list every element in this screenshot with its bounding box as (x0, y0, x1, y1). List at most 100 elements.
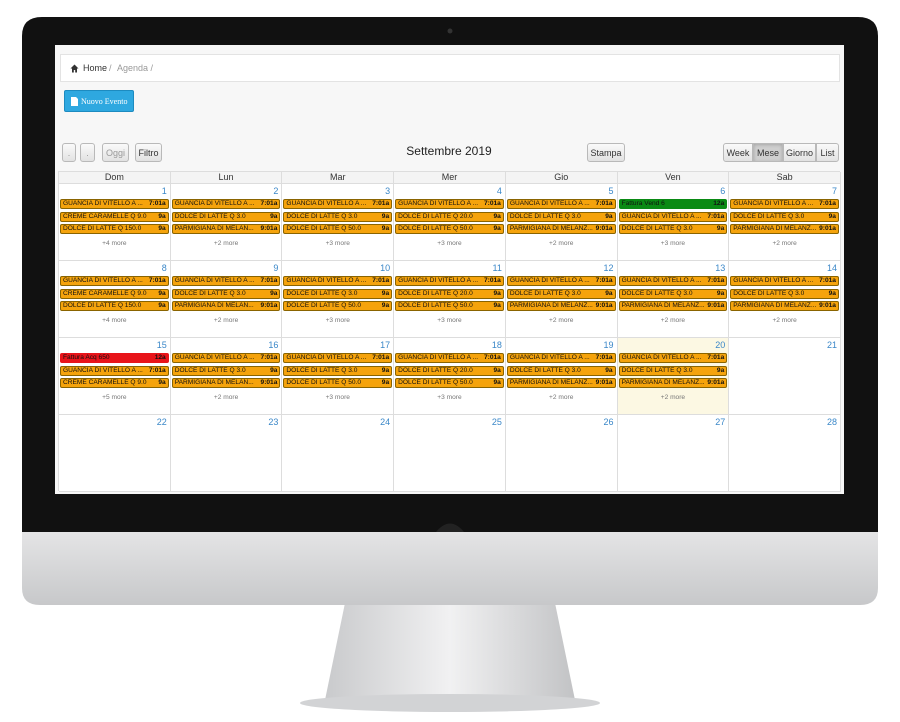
event[interactable]: PARMIGIANA DI MELANZ... 9:01a (506, 224, 616, 234)
event[interactable]: PARMIGIANA DI MELAN... 9:01a (171, 301, 281, 311)
event[interactable]: DOLCE DI LATTE Q 3.0 9a (730, 288, 839, 299)
event[interactable]: DOLCE DI LATTE Q 3.0 9a (506, 288, 616, 299)
event[interactable]: GUANCIA DI VITELLO A ... 7:01a (60, 199, 169, 209)
day-number[interactable]: 9 (273, 263, 279, 273)
event[interactable]: GUANCIA DI VITELLO A ... 7:01a (618, 353, 728, 363)
day-cell[interactable]: 19 GUANCIA DI VITELLO A ... 7:01a DOLCE DI … (505, 338, 618, 415)
day-number[interactable]: 19 (603, 340, 614, 350)
event[interactable]: GUANCIA DI VITELLO A ... 7:01a (506, 276, 616, 286)
event[interactable]: PARMIGIANA DI MELANZ... 9:01a (618, 378, 728, 388)
day-number[interactable]: 28 (826, 417, 837, 427)
day-number[interactable]: 26 (603, 417, 614, 427)
event[interactable]: GUANCIA DI VITELLO A ... 7:01a (730, 199, 839, 209)
day-number[interactable]: 6 (720, 186, 726, 196)
event[interactable]: DOLCE DI LATTE Q 3.0 9a (618, 288, 728, 299)
day-cell[interactable]: 5 GUANCIA DI VITELLO A ... 7:01a DOLCE DI L… (505, 184, 618, 261)
event[interactable]: CREME CARAMELLE Q 9.0 9a (60, 288, 169, 299)
event[interactable]: DOLCE DI LATTE Q 3.0 9a (730, 211, 839, 222)
more-link[interactable]: +3 more (325, 317, 350, 324)
day-number[interactable]: 20 (715, 340, 726, 350)
event[interactable]: DOLCE DI LATTE Q 50.0 9a (283, 378, 393, 388)
day-cell[interactable]: 20 GUANCIA DI VITELLO A ... 7:01a DOLCE DI … (617, 338, 730, 415)
event[interactable]: GUANCIA DI VITELLO A ... 7:01a (730, 276, 839, 286)
more-link[interactable]: +3 more (437, 394, 462, 401)
more-link[interactable]: +2 more (660, 317, 686, 324)
day-cell[interactable]: 18 GUANCIA DI VITELLO A ... 7:01a DOLCE DI … (394, 338, 506, 415)
event[interactable]: DOLCE DI LATTE Q 50.0 9a (283, 301, 393, 311)
more-link[interactable]: +2 more (549, 317, 574, 324)
more-link[interactable]: +3 more (325, 394, 350, 401)
day-cell[interactable]: 16 GUANCIA DI VITELLO A ... 7:01a DOLCE DI … (170, 338, 283, 415)
event[interactable]: DOLCE DI LATTE Q 3.0 9a (283, 365, 393, 376)
event[interactable]: DOLCE DI LATTE Q 20.0 9a (395, 288, 504, 299)
event[interactable]: DOLCE DI LATTE Q 3.0 9a (171, 211, 281, 222)
event[interactable]: DOLCE DI LATTE Q 20.0 9a (395, 365, 504, 376)
day-number[interactable]: 27 (715, 417, 726, 427)
more-link[interactable]: +3 more (437, 240, 462, 247)
day-cell[interactable]: 12 GUANCIA DI VITELLO A ... 7:01a DOLCE DI … (505, 261, 618, 338)
day-number[interactable]: 4 (496, 186, 502, 196)
day-number[interactable]: 11 (492, 263, 502, 273)
new-event-button[interactable]: Nuovo Evento (64, 90, 134, 112)
day-cell[interactable]: 27 (617, 415, 730, 492)
event[interactable]: DOLCE DI LATTE Q 3.0 9a (171, 288, 281, 299)
event[interactable]: GUANCIA DI VITELLO A ... 7:01a (171, 353, 281, 363)
day-number[interactable]: 1 (161, 186, 167, 196)
day-cell[interactable]: 10 GUANCIA DI VITELLO A ... 7:01a DOLCE DI … (282, 261, 395, 338)
day-cell[interactable]: 24 (282, 415, 395, 492)
more-link[interactable]: +4 more (102, 317, 127, 324)
day-number[interactable]: 13 (715, 263, 726, 273)
day-number[interactable]: 25 (491, 417, 502, 427)
more-link[interactable]: +3 more (437, 317, 462, 324)
event[interactable]: DOLCE DI LATTE Q 3.0 9a (618, 224, 728, 234)
day-cell[interactable]: 11 GUANCIA DI VITELLO A ... 7:01a DOLCE DI … (394, 261, 506, 338)
day-cell[interactable]: 7 GUANCIA DI VITELLO A ... 7:01a DOLCE DI L… (729, 184, 841, 261)
nav-button[interactable]: Filtro (135, 143, 162, 162)
more-link[interactable]: +2 more (549, 394, 574, 401)
event[interactable]: DOLCE DI LATTE Q 3.0 9a (283, 211, 393, 222)
day-number[interactable]: 10 (380, 263, 391, 273)
day-number[interactable]: 15 (156, 340, 167, 350)
day-cell[interactable]: 13 GUANCIA DI VITELLO A ... 7:01a DOLCE DI … (617, 261, 730, 338)
event[interactable]: DOLCE DI LATTE Q 20.0 9a (395, 211, 504, 222)
more-link[interactable]: +2 more (772, 317, 797, 324)
day-number[interactable]: 14 (826, 263, 837, 273)
more-link[interactable]: +2 more (213, 317, 239, 324)
day-number[interactable]: 18 (491, 340, 502, 350)
event[interactable]: DOLCE DI LATTE Q 50.0 9a (283, 224, 393, 234)
more-link[interactable]: +4 more (102, 240, 127, 247)
event[interactable]: GUANCIA DI VITELLO A ... 7:01a (283, 276, 393, 286)
event[interactable]: GUANCIA DI VITELLO A ... 7:01a (283, 353, 393, 363)
event[interactable]: DOLCE DI LATTE Q 50.0 9a (395, 378, 504, 388)
day-cell[interactable]: 6 Fattura Vend 6 12a GUANCIA DI VITELLO A .… (617, 184, 730, 261)
event[interactable]: Fattura Acq 650 12a (60, 353, 169, 363)
day-number[interactable]: 8 (161, 263, 167, 273)
view-button[interactable]: Mese (753, 143, 783, 162)
event[interactable]: GUANCIA DI VITELLO A ... 7:01a (171, 276, 281, 286)
event[interactable]: CREME CARAMELLE Q 9.0 9a (60, 378, 169, 388)
event[interactable]: GUANCIA DI VITELLO A ... 7:01a (618, 276, 728, 286)
day-cell[interactable]: 26 (505, 415, 618, 492)
day-number[interactable]: 7 (831, 186, 837, 196)
event[interactable]: GUANCIA DI VITELLO A ... 7:01a (618, 211, 728, 222)
day-cell[interactable]: 3 GUANCIA DI VITELLO A ... 7:01a DOLCE DI L… (282, 184, 395, 261)
day-number[interactable]: 3 (385, 186, 391, 196)
event[interactable]: GUANCIA DI VITELLO A ... 7:01a (171, 199, 281, 209)
more-link[interactable]: +2 more (772, 240, 797, 247)
event[interactable]: DOLCE DI LATTE Q 3.0 9a (171, 365, 281, 376)
breadcrumb-home[interactable]: Home (83, 63, 108, 73)
event[interactable]: PARMIGIANA DI MELANZ... 9:01a (730, 224, 839, 234)
day-cell[interactable]: 14 GUANCIA DI VITELLO A ... 7:01a DOLCE DI … (729, 261, 841, 338)
event[interactable]: PARMIGIANA DI MELAN... 9:01a (171, 378, 281, 388)
day-cell[interactable]: 21 (729, 338, 841, 415)
event[interactable]: GUANCIA DI VITELLO A ... 7:01a (506, 199, 616, 209)
day-number[interactable]: 12 (603, 263, 614, 273)
day-cell[interactable]: 28 (729, 415, 841, 492)
more-link[interactable]: +2 more (549, 240, 574, 247)
day-number[interactable]: 17 (380, 340, 391, 350)
more-link[interactable]: +5 more (102, 394, 127, 401)
day-cell[interactable]: 1 GUANCIA DI VITELLO A ... 7:01a CREME CARA… (59, 184, 171, 261)
day-cell[interactable]: 17 GUANCIA DI VITELLO A ... 7:01a DOLCE DI … (282, 338, 395, 415)
event[interactable]: PARMIGIANA DI MELANZ... 9:01a (618, 301, 728, 311)
event[interactable]: GUANCIA DI VITELLO A ... 7:01a (506, 353, 616, 363)
